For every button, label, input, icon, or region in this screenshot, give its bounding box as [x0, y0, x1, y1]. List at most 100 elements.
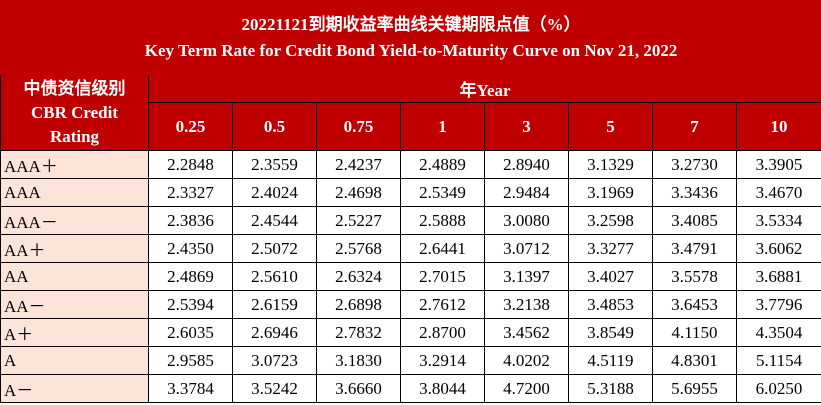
term-header: 10 — [735, 102, 821, 151]
rate-cell: 3.0723 — [232, 346, 317, 375]
rate-cell: 2.5768 — [316, 234, 401, 263]
rate-cell: 3.3277 — [568, 234, 653, 263]
rate-cell: 2.4698 — [316, 178, 401, 207]
title-zh: 20221121到期收益率曲线关键期限点值（%） — [241, 14, 581, 34]
rate-cell: 4.7200 — [484, 374, 569, 403]
term-header: 1 — [400, 102, 485, 151]
table-row: AA 2.4869 2.5610 2.6324 2.7015 3.1397 3.4027 3.… — [0, 262, 821, 291]
rate-cell: 2.5227 — [316, 206, 401, 235]
rating-cell: AAA — [0, 178, 149, 207]
table-row: AAA－ 2.3836 2.4544 2.5227 2.5888 3.0080 3.2598… — [0, 206, 821, 235]
table-row: AA－ 2.5394 2.6159 2.6898 2.7612 3.2138 3.4853 3… — [0, 290, 821, 319]
rate-cell: 2.6441 — [400, 234, 485, 263]
rating-cell: AA－ — [0, 290, 149, 319]
term-header: 0.5 — [232, 102, 317, 151]
rate-cell: 4.1150 — [652, 318, 737, 347]
table-row: AA＋ 2.4350 2.5072 2.5768 2.6441 3.0712 3.3277 3… — [0, 234, 821, 263]
rating-cell: AAA－ — [0, 206, 149, 235]
rate-cell: 3.6062 — [735, 234, 821, 263]
rate-cell: 2.9484 — [484, 178, 569, 207]
rate-cell: 3.2914 — [400, 346, 485, 375]
rating-cell: AA — [0, 262, 149, 291]
term-header: 7 — [652, 102, 737, 151]
rating-header-zh: 中债资信级别 — [23, 78, 126, 98]
rate-cell: 5.6955 — [652, 374, 737, 403]
rate-cell: 2.6159 — [232, 290, 317, 319]
rate-cell: 3.4085 — [652, 206, 737, 235]
rate-cell: 3.0080 — [484, 206, 569, 235]
term-header: 0.75 — [316, 102, 401, 151]
rate-cell: 3.1329 — [568, 150, 653, 179]
rate-cell: 2.4350 — [148, 234, 233, 263]
rate-cell: 3.2730 — [652, 150, 737, 179]
table-title: 20221121到期收益率曲线关键期限点值（%） Key Term Rate f… — [0, 0, 821, 75]
rate-cell: 3.4027 — [568, 262, 653, 291]
rate-cell: 2.7612 — [400, 290, 485, 319]
table-row: A 2.9585 3.0723 3.1830 3.2914 4.0202 4.5119 4.8… — [0, 346, 821, 375]
rate-cell: 2.6946 — [232, 318, 317, 347]
rate-cell: 3.4853 — [568, 290, 653, 319]
rate-cell: 2.3836 — [148, 206, 233, 235]
rate-cell: 2.8940 — [484, 150, 569, 179]
rate-cell: 2.7015 — [400, 262, 485, 291]
rate-cell: 3.5242 — [232, 374, 317, 403]
rate-cell: 3.3905 — [735, 150, 821, 179]
rate-cell: 3.1830 — [316, 346, 401, 375]
rate-cell: 2.4237 — [316, 150, 401, 179]
year-header: 年Year — [147, 74, 821, 103]
rate-cell: 3.2138 — [484, 290, 569, 319]
rating-column-header: 中债资信级别 CBR Credit Rating — [0, 74, 149, 151]
rate-cell: 4.8301 — [652, 346, 737, 375]
rate-cell: 3.0712 — [484, 234, 569, 263]
rate-cell: 2.6898 — [316, 290, 401, 319]
rating-cell: A－ — [0, 374, 149, 403]
rating-cell: A＋ — [0, 318, 149, 347]
rate-cell: 2.3559 — [232, 150, 317, 179]
rate-cell: 3.6881 — [735, 262, 821, 291]
table-row: A＋ 2.6035 2.6946 2.7832 2.8700 3.4562 3.8549 4.… — [0, 318, 821, 347]
rating-cell: AA＋ — [0, 234, 149, 263]
rate-cell: 3.2598 — [568, 206, 653, 235]
rate-cell: 2.4024 — [232, 178, 317, 207]
term-header: 5 — [568, 102, 653, 151]
rate-cell: 2.8700 — [400, 318, 485, 347]
rate-cell: 3.6660 — [316, 374, 401, 403]
table-row: AAA 2.3327 2.4024 2.4698 2.5349 2.9484 3.1969 3… — [0, 178, 821, 207]
rate-cell: 2.4544 — [232, 206, 317, 235]
rate-cell: 2.5349 — [400, 178, 485, 207]
table-row: AAA＋ 2.2848 2.3559 2.4237 2.4889 2.8940 3.1329… — [0, 150, 821, 179]
rate-cell: 3.8549 — [568, 318, 653, 347]
rate-cell: 3.3436 — [652, 178, 737, 207]
term-header: 3 — [484, 102, 569, 151]
rate-cell: 2.4869 — [148, 262, 233, 291]
rate-cell: 4.0202 — [484, 346, 569, 375]
rate-cell: 6.0250 — [735, 374, 821, 403]
rating-cell: AAA＋ — [0, 150, 149, 179]
rate-cell: 2.3327 — [148, 178, 233, 207]
title-en: Key Term Rate for Credit Bond Yield-to-M… — [144, 40, 678, 60]
rate-cell: 3.5334 — [735, 206, 821, 235]
rate-cell: 3.4791 — [652, 234, 737, 263]
table-row: A－ 3.3784 3.5242 3.6660 3.8044 4.7200 5.3188 5.… — [0, 374, 821, 403]
rate-cell: 3.1397 — [484, 262, 569, 291]
rate-cell: 4.5119 — [568, 346, 653, 375]
rating-cell: A — [0, 346, 149, 375]
rate-cell: 3.8044 — [400, 374, 485, 403]
rate-cell: 5.3188 — [568, 374, 653, 403]
rate-cell: 3.4562 — [484, 318, 569, 347]
rate-cell: 2.5072 — [232, 234, 317, 263]
rate-cell: 2.5610 — [232, 262, 317, 291]
rate-cell: 2.7832 — [316, 318, 401, 347]
rate-cell: 4.3504 — [735, 318, 821, 347]
rate-cell: 3.1969 — [568, 178, 653, 207]
rate-cell: 3.7796 — [735, 290, 821, 319]
rate-cell: 3.3784 — [148, 374, 233, 403]
rate-cell: 2.5888 — [400, 206, 485, 235]
rate-cell: 3.6453 — [652, 290, 737, 319]
rate-cell: 3.4670 — [735, 178, 821, 207]
rate-cell: 3.5578 — [652, 262, 737, 291]
rate-cell: 2.6324 — [316, 262, 401, 291]
rating-header-en-1: CBR Credit — [30, 102, 119, 122]
rate-cell: 2.6035 — [148, 318, 233, 347]
